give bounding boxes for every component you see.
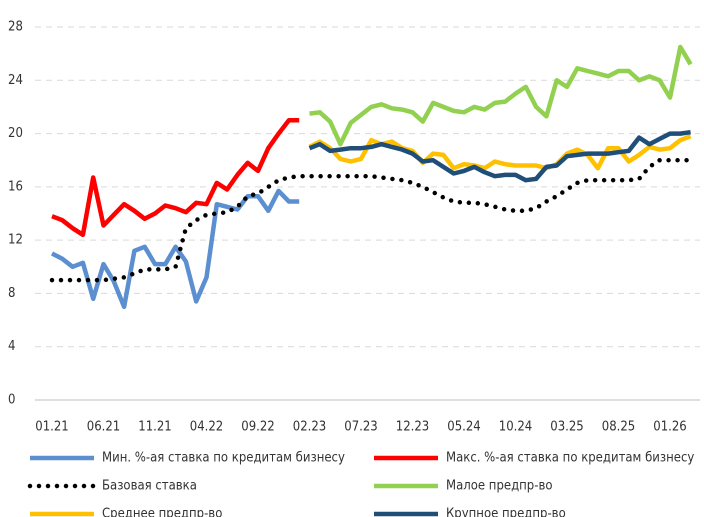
series-line [51, 118, 300, 238]
x-tick-label: 08.25 [602, 420, 635, 435]
legend-label: Крупное предпр-во [446, 507, 566, 517]
series-line [308, 129, 691, 183]
x-tick-label: 01.26 [653, 420, 686, 435]
legend-label: Среднее предпр-во [102, 507, 222, 517]
y-tick-label: 20 [8, 126, 23, 141]
y-tick-label: 28 [8, 20, 23, 35]
y-tick-label: 16 [8, 179, 23, 194]
x-tick-label: 04.22 [190, 420, 223, 435]
x-tick-label: 01.21 [35, 420, 68, 435]
x-tick-label: 06.21 [87, 420, 120, 435]
x-tick-label: 07.23 [344, 420, 377, 435]
legend-label: Макс. %-ая ставка по кредитам бизнесу [446, 451, 694, 466]
series-line [50, 188, 300, 310]
y-tick-label: 4 [8, 339, 15, 354]
x-tick-label: 11.21 [138, 420, 171, 435]
y-tick-label: 0 [8, 393, 15, 408]
x-tick-label: 10.24 [499, 420, 532, 435]
x-tick-label: 09.22 [241, 420, 274, 435]
x-tick-label: 12.23 [396, 420, 429, 435]
legend-label: Малое предпр-во [446, 479, 553, 494]
series-line [308, 134, 692, 171]
y-tick-label: 12 [8, 233, 23, 248]
y-tick-label: 24 [8, 73, 23, 88]
x-tick-label: 03.25 [550, 420, 583, 435]
legend-label: Базовая ставка [102, 479, 197, 494]
y-tick-label: 8 [8, 286, 15, 301]
series-line [49, 157, 693, 283]
series-line [309, 44, 693, 147]
x-tick-label: 05.24 [447, 420, 480, 435]
x-tick-label: 02.23 [293, 420, 326, 435]
legend-label: Мин. %-ая ставка по кредитам бизнесу [102, 451, 345, 466]
